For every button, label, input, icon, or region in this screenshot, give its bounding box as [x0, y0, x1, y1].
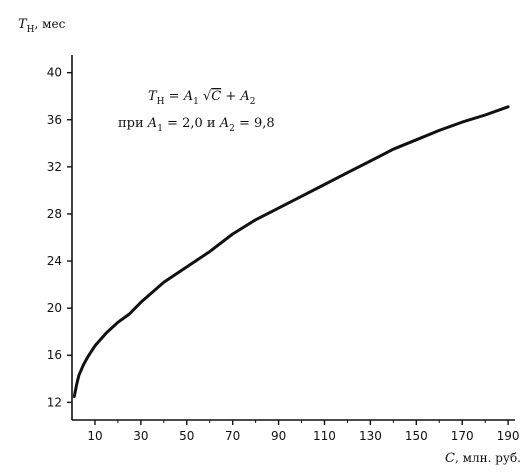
y-tick-label: 32 — [47, 160, 62, 174]
series-line — [72, 105, 510, 398]
x-axis-title: C, млн. руб. — [445, 451, 521, 466]
x-tick-label: 190 — [497, 429, 520, 443]
y-axis-title: TН, мес — [18, 17, 66, 35]
x-tick-label: 110 — [313, 429, 336, 443]
formula-annotation: TН = A1 √C + A2 — [148, 89, 256, 107]
x-tick-label: 10 — [87, 429, 102, 443]
y-tick-label: 24 — [47, 254, 62, 268]
x-tick-label: 150 — [405, 429, 428, 443]
x-tick-label: 130 — [359, 429, 382, 443]
x-tick-label: 30 — [133, 429, 148, 443]
x-tick-label: 70 — [225, 429, 240, 443]
x-tick-label: 170 — [451, 429, 474, 443]
x-tick-label: 50 — [179, 429, 194, 443]
y-tick-label: 36 — [47, 113, 62, 127]
y-tick-label: 40 — [47, 66, 62, 80]
y-tick-label: 28 — [47, 207, 62, 221]
series-layer — [72, 105, 510, 398]
x-tick-label: 90 — [271, 429, 286, 443]
y-tick-label: 16 — [47, 348, 62, 362]
y-tick-label: 20 — [47, 301, 62, 315]
y-tick-label: 12 — [47, 395, 62, 409]
ticks-layer: 12 16 20 24 28 32 36 40 10 30 50 70 90 110 130 150 170 19… — [47, 66, 520, 443]
params-annotation: при A1 = 2,0 и A2 = 9,8 — [118, 116, 275, 134]
